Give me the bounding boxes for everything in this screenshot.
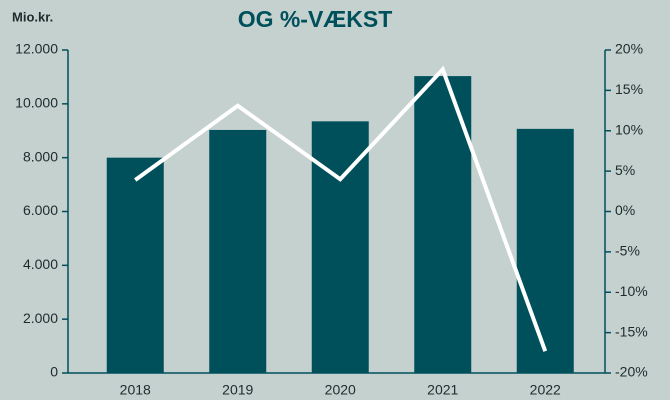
chart-title: OG %-VÆKST <box>238 6 393 32</box>
y-tick-label: 2.000 <box>23 310 58 326</box>
y-tick-label: 10.000 <box>15 95 58 111</box>
x-tick-label: 2018 <box>120 382 151 398</box>
y2-tick-label: -20% <box>615 364 648 380</box>
y-tick-label: 6.000 <box>23 202 58 218</box>
x-tick-label: 2020 <box>325 382 356 398</box>
bar <box>516 128 574 373</box>
y-tick-label: 4.000 <box>23 256 58 272</box>
y2-tick-label: 20% <box>615 41 643 57</box>
y2-tick-label: -10% <box>615 283 648 299</box>
x-tick-label: 2021 <box>427 382 458 398</box>
bar <box>106 157 164 373</box>
y-tick-label: 12.000 <box>15 41 58 57</box>
y2-tick-label: -15% <box>615 323 648 339</box>
x-tick-label: 2019 <box>222 382 253 398</box>
y-tick-label: 0 <box>50 364 58 380</box>
y2-tick-label: -5% <box>615 243 640 259</box>
bar <box>209 129 267 373</box>
line <box>134 65 548 352</box>
y2-tick-label: 15% <box>615 81 643 97</box>
x-tick-label: 2022 <box>530 382 561 398</box>
y-tick-label: 8.000 <box>23 148 58 164</box>
y2-tick-label: 10% <box>615 121 643 137</box>
y2-tick-label: 0% <box>615 202 635 218</box>
y-axis-label: Mio.kr. <box>12 9 53 24</box>
y2-tick-label: 5% <box>615 162 635 178</box>
